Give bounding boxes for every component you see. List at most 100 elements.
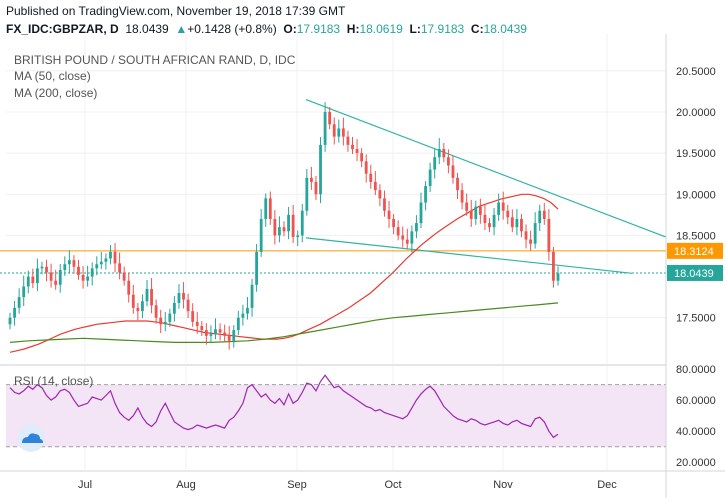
upper-trendline xyxy=(305,99,667,238)
candle-body xyxy=(547,218,551,252)
lower-trendline xyxy=(305,237,633,274)
candle-body xyxy=(109,251,112,259)
last-price: 18.0439 xyxy=(125,22,169,36)
candle-body xyxy=(451,165,455,178)
candle-body xyxy=(49,272,53,281)
candle-body xyxy=(141,301,144,312)
candle-body xyxy=(282,227,286,232)
candle-body xyxy=(268,198,272,219)
candle-body xyxy=(415,223,418,232)
candle-body xyxy=(478,206,482,215)
candle-body xyxy=(241,313,245,318)
candle-body xyxy=(341,128,345,137)
candle-body xyxy=(373,181,377,191)
candle-body xyxy=(113,251,117,264)
candle-body xyxy=(556,273,560,281)
candle-body xyxy=(81,274,85,281)
candle-body xyxy=(401,235,405,240)
candle-body xyxy=(63,264,67,270)
candle-body xyxy=(159,317,163,325)
candle-body xyxy=(355,149,359,154)
candle-body xyxy=(99,261,103,265)
candle-body xyxy=(218,329,222,333)
candle-body xyxy=(309,177,313,182)
published-text: Published on TradingView.com, November 1… xyxy=(6,4,346,18)
candle-body xyxy=(428,169,432,187)
x-tick-label: Sep xyxy=(287,479,307,491)
symbol-label: FX_IDC:GBPZAR, D xyxy=(6,22,119,36)
candle-body xyxy=(291,214,295,238)
y-tick-label: 19.5000 xyxy=(676,148,716,160)
candle-body xyxy=(17,297,21,308)
candle-body xyxy=(351,144,354,149)
candle-body xyxy=(492,214,496,228)
chart-title: BRITISH POUND / SOUTH AFRICAN RAND, D, I… xyxy=(14,53,296,67)
candle-body xyxy=(195,321,199,326)
high-value: 18.0619 xyxy=(359,22,403,36)
candle-body xyxy=(328,111,332,125)
candle-body xyxy=(31,276,35,284)
low-value: 17.9183 xyxy=(420,22,465,36)
candle-body xyxy=(172,302,176,314)
candle-body xyxy=(469,210,473,219)
candle-body xyxy=(95,264,99,269)
candle-body xyxy=(250,284,254,308)
candle-body xyxy=(118,263,122,273)
x-tick-label: Aug xyxy=(176,479,196,491)
candle-body xyxy=(305,177,309,211)
candle-body xyxy=(54,280,58,285)
candle-body xyxy=(154,305,158,318)
close-label: C: xyxy=(470,22,484,36)
candle-body xyxy=(45,266,48,273)
candle-body xyxy=(67,260,71,265)
candle-body xyxy=(168,313,172,322)
y-tick-label: 18.5000 xyxy=(676,230,716,242)
candles xyxy=(8,102,560,350)
candle-body xyxy=(314,181,318,195)
candle-body xyxy=(387,210,391,219)
candle-body xyxy=(515,218,519,228)
ticker-line: FX_IDC:GBPZAR, D 18.0439 ▲+0.1428 (+0.8%… xyxy=(6,22,527,36)
candle-body xyxy=(460,190,464,203)
candle-body xyxy=(145,288,149,302)
candle-body xyxy=(177,293,181,303)
candle-body xyxy=(150,288,153,306)
candle-body xyxy=(104,258,108,262)
candle-body xyxy=(524,231,528,240)
candle-body xyxy=(533,223,537,244)
candle-body xyxy=(8,317,12,325)
candle-body xyxy=(273,218,277,236)
candle-body xyxy=(465,202,469,211)
rsi-band xyxy=(6,384,666,448)
candle-body xyxy=(437,149,441,158)
candle-body xyxy=(227,335,231,341)
low-label: L: xyxy=(409,22,421,36)
candle-body xyxy=(131,294,135,308)
candle-body xyxy=(396,227,400,236)
candle-body xyxy=(488,223,491,228)
rsi-tick-label: 40.0000 xyxy=(676,426,716,438)
price-badge-label: 18.0439 xyxy=(674,268,714,280)
candle-body xyxy=(405,239,409,244)
candle-body xyxy=(433,157,437,170)
candle-body xyxy=(424,186,427,203)
candle-body xyxy=(191,311,195,322)
price-badge xyxy=(667,264,723,281)
candle-body xyxy=(442,149,446,158)
candle-body xyxy=(186,299,190,312)
candle-body xyxy=(77,266,80,275)
candle-body xyxy=(332,124,336,137)
candle-body xyxy=(127,280,131,295)
change-value: +0.1428 (+0.8%) xyxy=(187,22,277,36)
candle-body xyxy=(13,307,16,318)
close-value: 18.0439 xyxy=(483,22,527,36)
candle-body xyxy=(35,268,39,284)
candle-body xyxy=(58,269,62,285)
rsi-legend: RSI (14, close) xyxy=(14,374,93,388)
candle-body xyxy=(510,217,514,228)
candle-body xyxy=(383,198,386,211)
rsi-tick-label: 80.0000 xyxy=(676,364,716,376)
candle-body xyxy=(22,286,26,298)
candle-body xyxy=(364,161,368,174)
